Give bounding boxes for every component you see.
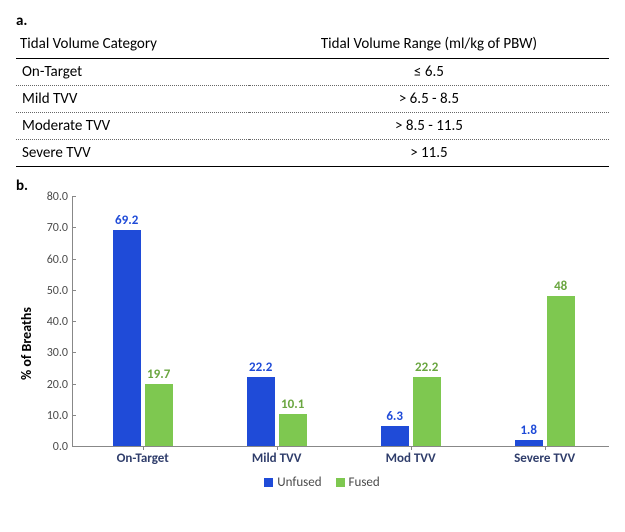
bar-value-label: 48 [554, 279, 567, 294]
y-tick-label: 40.0 [47, 315, 68, 329]
bar: 19.7 [145, 384, 173, 446]
legend-swatch [264, 478, 273, 487]
y-tick-label: 30.0 [47, 346, 68, 360]
category-label: Mild TVV [252, 451, 302, 466]
legend-label: Fused [349, 475, 380, 490]
category-label: Mod TVV [386, 451, 436, 466]
y-tick-label: 80.0 [47, 190, 68, 204]
table-row: Severe TVV> 11.5 [16, 140, 609, 167]
y-tick-label: 70.0 [47, 221, 68, 235]
bar-group: 1.8 48 [515, 296, 575, 446]
bar: 22.2 [247, 377, 275, 446]
cell-category: Mild TVV [16, 86, 249, 113]
bar-group: 6.322.2 [381, 377, 441, 446]
bar: 22.2 [413, 377, 441, 446]
panel-a-label: a. [16, 12, 609, 30]
bar: 6.3 [381, 426, 409, 446]
bar-value-label: 1.8 [520, 423, 537, 438]
legend-swatch [336, 478, 345, 487]
y-tick-label: 50.0 [47, 284, 68, 298]
legend-item: Unfused [264, 475, 321, 490]
th-range: Tidal Volume Range (ml/kg of PBW) [249, 32, 609, 59]
bar: 69.2 [113, 230, 141, 446]
plot-area: 69.219.722.210.16.322.21.848 [73, 197, 609, 447]
cell-category: Severe TVV [16, 140, 249, 167]
breaths-chart: % of Breaths 0.0 10.0 20.0 30.0 40.0 50.0 60.0… [16, 197, 609, 490]
legend-item: Fused [336, 475, 380, 490]
cell-category: On-Target [16, 59, 249, 86]
bar: 1.8 [515, 440, 543, 446]
bar-value-label: 22.2 [249, 360, 272, 375]
th-category: Tidal Volume Category [16, 32, 249, 59]
table-row: Moderate TVV> 8.5 - 11.5 [16, 113, 609, 140]
bar-group: 69.219.7 [113, 230, 173, 446]
y-axis-label: % of Breaths [16, 197, 35, 490]
bar-value-label: 19.7 [147, 367, 170, 382]
y-tick-label: 10.0 [47, 409, 68, 423]
y-tick-label: 20.0 [47, 378, 68, 392]
category-label: Severe TVV [514, 451, 575, 466]
x-axis: On-Target Mild TVV Mod TVV Severe TVV [73, 447, 609, 467]
y-tick-label: 60.0 [47, 253, 68, 267]
table-row: Mild TVV> 6.5 - 8.5 [16, 86, 609, 113]
bar-group: 22.210.1 [247, 377, 307, 446]
bar-value-label: 6.3 [386, 409, 403, 424]
category-label: On-Target [117, 451, 169, 466]
cell-range: > 6.5 - 8.5 [249, 86, 609, 113]
bar-value-label: 22.2 [415, 360, 438, 375]
cell-range: ≤ 6.5 [249, 59, 609, 86]
tidal-volume-table: Tidal Volume Category Tidal Volume Range… [16, 32, 609, 167]
legend-label: Unfused [277, 475, 321, 490]
panel-b-label: b. [16, 177, 609, 195]
y-tick-label: 0.0 [53, 440, 68, 454]
bar: 48 [547, 296, 575, 446]
bar: 10.1 [279, 414, 307, 446]
legend: Unfused Fused [35, 475, 609, 490]
cell-category: Moderate TVV [16, 113, 249, 140]
bar-value-label: 69.2 [115, 213, 138, 228]
cell-range: > 8.5 - 11.5 [249, 113, 609, 140]
cell-range: > 11.5 [249, 140, 609, 167]
y-axis: 0.010.020.030.040.050.060.070.080.0 [35, 197, 73, 447]
table-row: On-Target≤ 6.5 [16, 59, 609, 86]
bar-value-label: 10.1 [281, 397, 304, 412]
